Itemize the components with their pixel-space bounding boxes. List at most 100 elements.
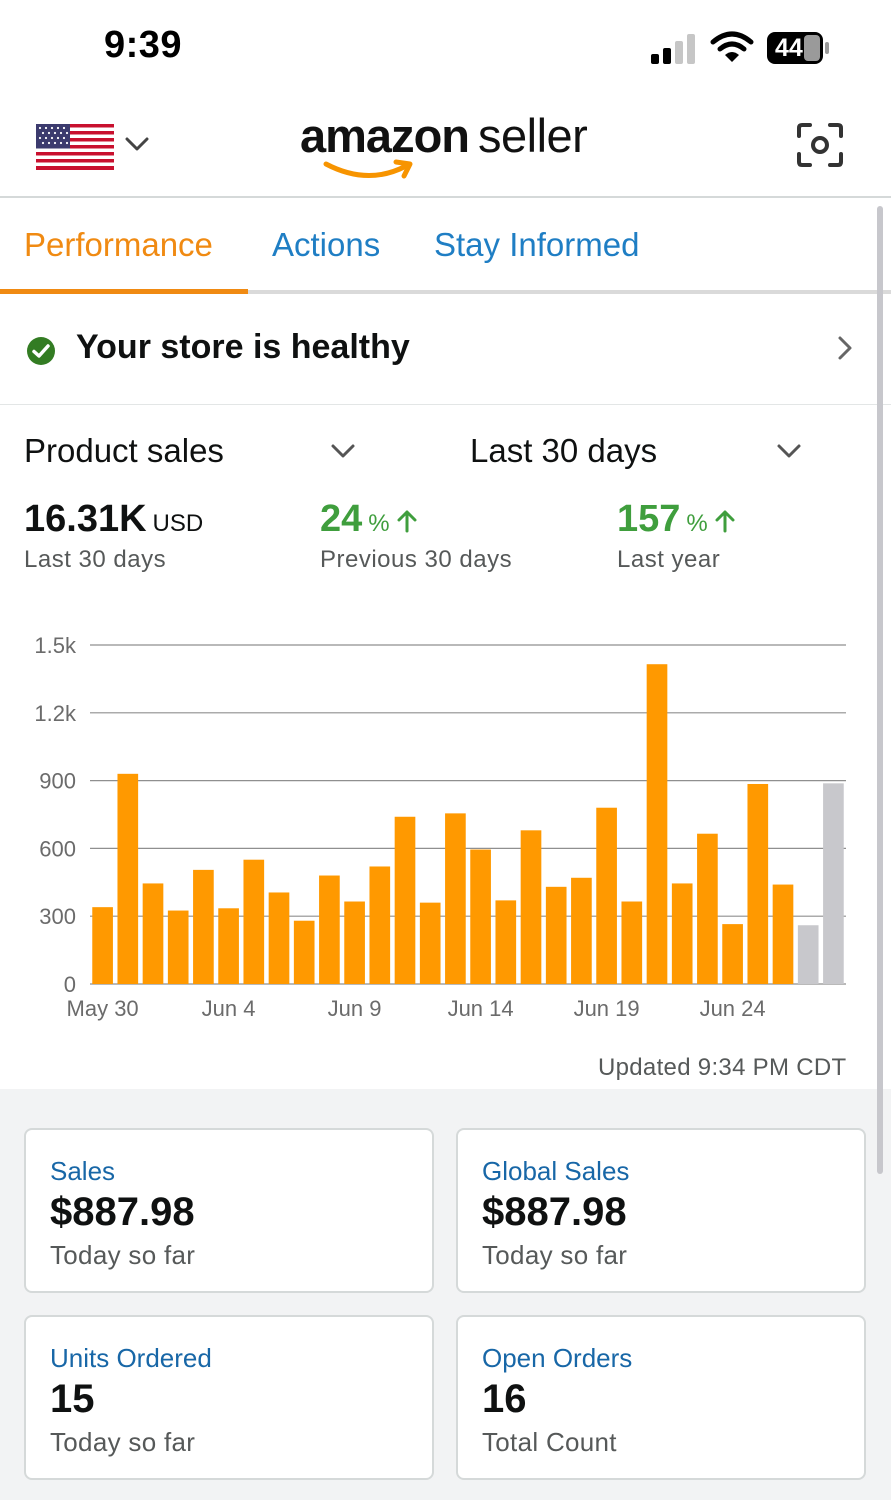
chart-bar	[545, 886, 567, 984]
chart-bar	[797, 925, 819, 984]
chart-bar	[823, 783, 844, 984]
chevron-down-icon[interactable]	[776, 442, 802, 460]
wifi-icon	[710, 31, 754, 62]
check-circle-icon	[27, 337, 55, 365]
chart-bar	[394, 816, 416, 984]
brand-logo-seller: seller	[478, 109, 588, 162]
amazon-smile-icon	[323, 159, 413, 179]
chart-bar	[596, 807, 617, 984]
metric-dropdown[interactable]: Product sales	[24, 432, 224, 469]
sales-total-value: 16.31K	[24, 498, 147, 540]
tab-actions[interactable]: Actions	[272, 226, 381, 263]
chart-bar	[193, 869, 214, 984]
pct-sign: %	[368, 510, 390, 537]
tab-stay-informed[interactable]: Stay Informed	[434, 226, 640, 263]
summary-cards: Sales $887.98 Today so far Global Sales …	[0, 1089, 891, 1500]
sales-bar-chart: 0 300 600 900 1.2k 1.5k May 30 Jun 4 Jun 9 Jun 14…	[34, 633, 846, 1021]
store-health-row[interactable]: Your store is healthy	[0, 296, 891, 405]
y-tick-label: 0	[64, 972, 76, 997]
tab-performance[interactable]: Performance	[24, 226, 213, 263]
chart-bar	[470, 849, 491, 984]
card-global-sales[interactable]: Global Sales $887.98 Today so far	[456, 1128, 866, 1293]
card-subtitle: Today so far	[482, 1240, 628, 1270]
x-tick-label: Jun 24	[700, 996, 766, 1021]
battery-icon: 44	[766, 31, 830, 65]
sales-total: 16.31K USD	[24, 498, 203, 541]
active-tab-indicator	[0, 289, 248, 294]
card-title: Sales	[50, 1156, 116, 1186]
chart-bar	[445, 813, 466, 984]
x-tick-label: Jun 9	[328, 996, 382, 1021]
updated-timestamp: Updated 9:34 PM CDT	[598, 1054, 847, 1081]
y-tick-label: 1.5k	[34, 633, 77, 658]
prev-period-pct: 24	[320, 498, 363, 540]
app-header: amazon seller	[0, 96, 891, 198]
chart-bar	[117, 773, 139, 984]
chart-bar	[495, 900, 517, 984]
status-time: 9:39	[104, 24, 183, 66]
card-title: Units Ordered	[50, 1343, 212, 1373]
chart-bar	[722, 924, 743, 984]
chart-bar	[167, 910, 189, 984]
chart-bar	[419, 902, 441, 984]
arrow-up-icon	[715, 510, 735, 533]
card-sales[interactable]: Sales $887.98 Today so far	[24, 1128, 434, 1293]
y-tick-label: 1.2k	[34, 701, 77, 726]
chart-bar	[747, 783, 769, 984]
x-tick-label: Jun 4	[202, 996, 256, 1021]
us-flag-icon[interactable]	[36, 124, 114, 170]
card-subtitle: Today so far	[50, 1240, 196, 1270]
chart-bar	[697, 833, 718, 984]
store-health-text: Your store is healthy	[76, 328, 410, 366]
chart-bar	[218, 908, 239, 984]
chart-bar	[369, 866, 391, 984]
y-tick-label: 600	[39, 836, 76, 861]
chart-bar	[319, 875, 340, 984]
scrollbar[interactable]	[877, 206, 883, 1174]
chevron-down-icon[interactable]	[330, 442, 356, 460]
card-value: 15	[50, 1377, 95, 1421]
y-tick-label: 900	[39, 769, 76, 794]
card-value: $887.98	[50, 1190, 195, 1234]
card-subtitle: Total Count	[482, 1427, 617, 1457]
scan-icon[interactable]	[796, 122, 844, 168]
x-tick-label: May 30	[67, 996, 139, 1021]
prev-period-change: 24%	[320, 498, 418, 541]
x-tick-label: Jun 19	[574, 996, 640, 1021]
card-value: $887.98	[482, 1190, 627, 1234]
arrow-up-icon	[397, 510, 417, 533]
prev-period-label: Previous 30 days	[320, 546, 513, 573]
chart-bar	[268, 892, 290, 984]
sales-total-unit: USD	[152, 510, 204, 537]
cellular-signal-icon	[651, 34, 695, 64]
pct-sign: %	[686, 510, 708, 537]
chart-bar	[92, 907, 113, 984]
period-dropdown[interactable]: Last 30 days	[470, 432, 658, 469]
brand-logo-amazon: amazon	[300, 109, 470, 162]
chart-bar	[243, 859, 265, 984]
chart-bar	[646, 664, 668, 984]
chart-bar	[772, 884, 794, 984]
last-year-pct: 157	[617, 498, 681, 540]
card-title: Global Sales	[482, 1156, 630, 1186]
card-subtitle: Today so far	[50, 1427, 196, 1457]
chart-bar	[293, 920, 315, 984]
tabs-divider	[0, 290, 891, 294]
chart-bar	[621, 901, 643, 984]
card-units-ordered[interactable]: Units Ordered 15 Today so far	[24, 1315, 434, 1480]
x-tick-label: Jun 14	[448, 996, 514, 1021]
chart-bar	[142, 883, 164, 984]
card-value: 16	[482, 1377, 527, 1421]
y-tick-label: 300	[39, 904, 76, 929]
chevron-right-icon	[838, 336, 852, 360]
card-open-orders[interactable]: Open Orders 16 Total Count	[456, 1315, 866, 1480]
last-year-label: Last year	[617, 546, 721, 573]
chart-bar	[344, 901, 365, 984]
chevron-down-icon[interactable]	[124, 134, 150, 154]
battery-level: 44	[775, 34, 803, 62]
chart-bar	[571, 877, 592, 984]
chart-bar	[671, 883, 693, 984]
card-title: Open Orders	[482, 1343, 633, 1373]
sales-total-label: Last 30 days	[24, 546, 167, 573]
last-year-change: 157%	[617, 498, 736, 541]
